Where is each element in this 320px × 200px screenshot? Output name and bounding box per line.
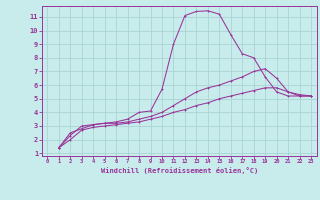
X-axis label: Windchill (Refroidissement éolien,°C): Windchill (Refroidissement éolien,°C) (100, 167, 258, 174)
